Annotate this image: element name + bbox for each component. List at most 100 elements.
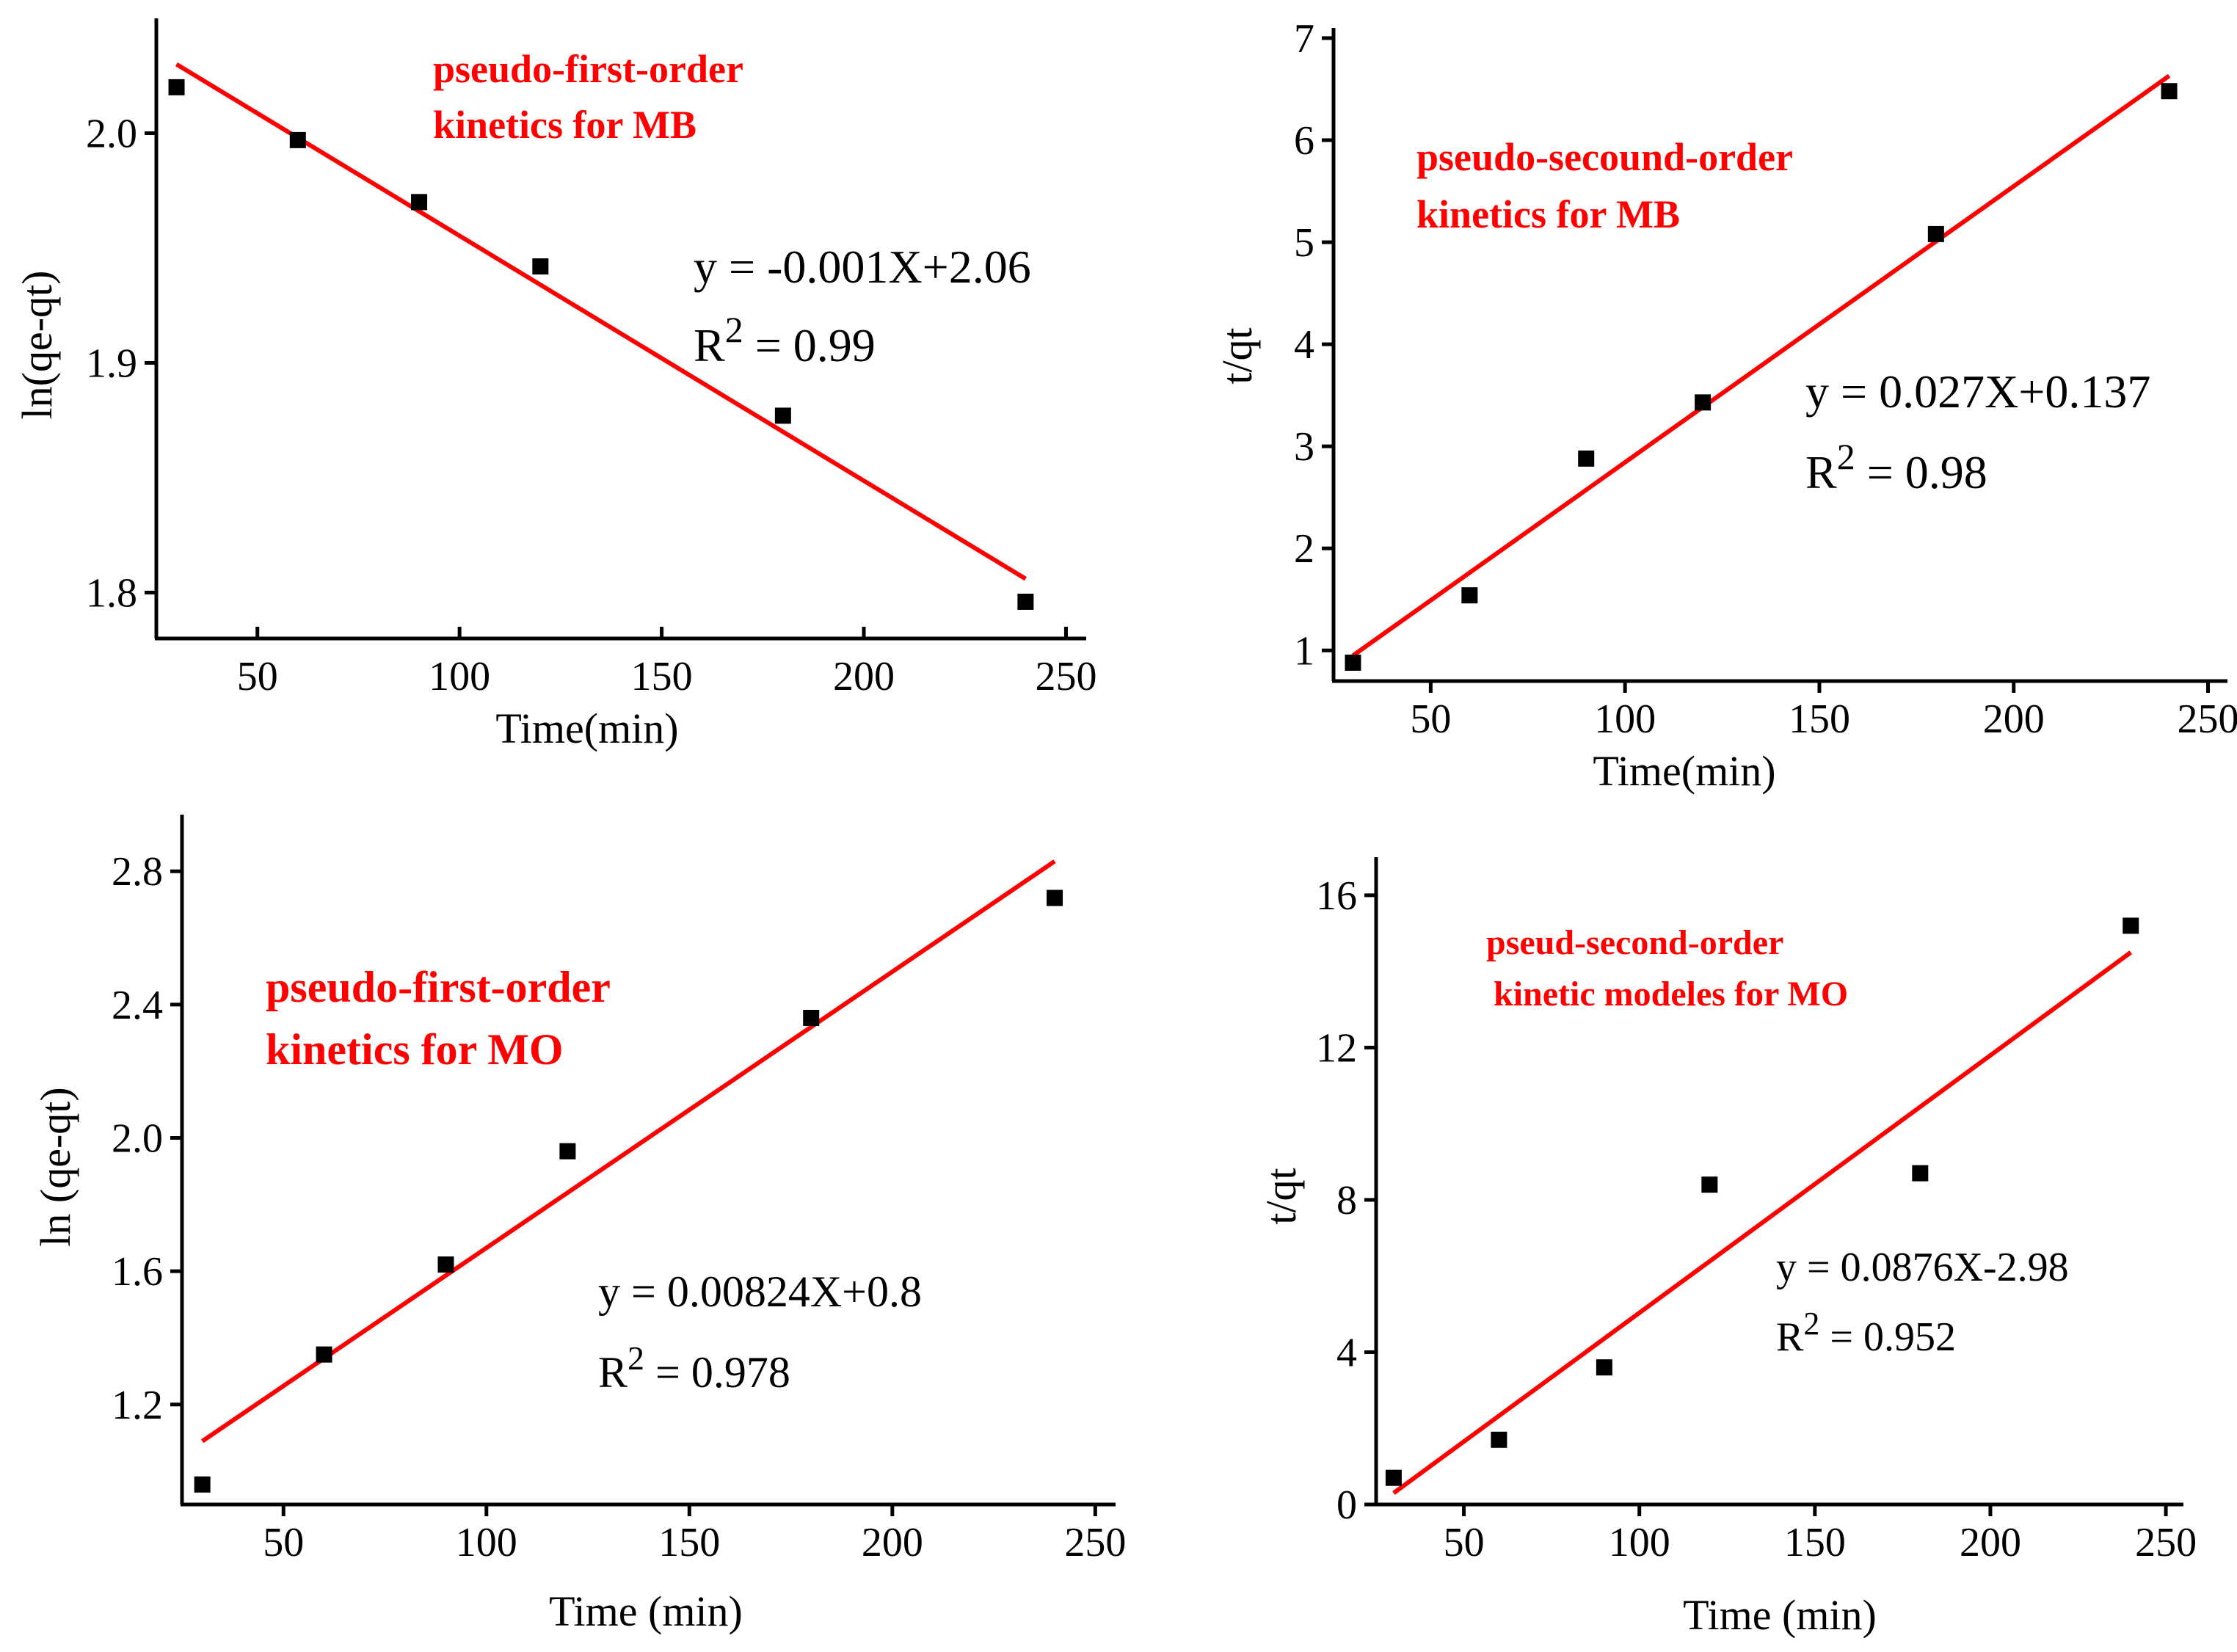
panel-1-y-tick-label: 1.9: [86, 341, 137, 386]
panel-2-r-letter: R: [1805, 446, 1837, 498]
panel-4-y-tick-label: 8: [1336, 1178, 1357, 1223]
panel-3-x-axis-title: Time (min): [549, 1587, 743, 1635]
panel-2-data-point: [2161, 83, 2178, 100]
panel-1-y-axis-title: ln(qe-qt): [13, 271, 61, 420]
panel-3-y-tick-label: 1.6: [112, 1249, 163, 1295]
panel-3-r-value: = 0.978: [644, 1348, 790, 1397]
panel-3-data-point: [194, 1476, 211, 1493]
panel-2-x-tick-label: 100: [1594, 696, 1656, 742]
panel-1-y-tick-label: 2.0: [86, 111, 137, 156]
panel-3-y-tick-label: 1.2: [112, 1383, 163, 1428]
panel-3-r-squared: R2 = 0.978: [598, 1339, 790, 1397]
panel-4-fit: [1392, 950, 2133, 1495]
panel-2-data-point: [1695, 394, 1712, 411]
panel-3-x-tick-label: 100: [456, 1520, 517, 1565]
panel-1-r-letter: R: [694, 319, 725, 371]
panel-3-y-ticks: 1.2 1.6 2.0 2.4 2.8: [112, 849, 182, 1428]
panel-1-x-axis-title: Time(min): [495, 705, 678, 752]
panel-3-mo-first-order: 50 100 150 200 250 1.2 1.6 2.0 2.4 2.8 Time (min…: [32, 815, 1126, 1635]
panel-1-fit: [175, 62, 1027, 581]
panel-4-y-tick-label: 16: [1316, 873, 1357, 919]
panel-1-data-point: [532, 258, 549, 274]
panel-2-mb-second-order: 50 100 150 200 250 1 2 3 4 5 6 7 Time(min) t/qt ps…: [1213, 16, 2237, 795]
panel-1-x-tick-label: 100: [429, 654, 490, 699]
panel-1-x-ticks: 50 100 150 200 250: [237, 627, 1096, 699]
panel-3-r-superscript: 2: [628, 1339, 644, 1377]
panel-4-axes: [1374, 857, 2183, 1507]
panel-4-annotation-line1: pseud-second-order: [1486, 923, 1783, 962]
panel-1-mb-first-order: 50 100 150 200 250 1.8 1.9 2.0 Time(min) ln(qe…: [13, 18, 1096, 752]
panel-4-x-tick-label: 50: [1444, 1520, 1485, 1565]
panel-4-data-point: [1491, 1431, 1507, 1448]
panel-3-x-tick-label: 50: [263, 1520, 304, 1565]
panel-3-data-point: [803, 1010, 820, 1027]
panel-1-fit-line: [175, 62, 1027, 581]
panel-1-axes: [154, 18, 1086, 641]
panel-3-y-axis-title: ln (qe-qt): [32, 1087, 79, 1246]
panel-3-annotation-line1: pseudo-first-order: [266, 963, 611, 1011]
panel-4-x-ticks: 50 100 150 200 250: [1444, 1504, 2197, 1565]
panel-4-mo-second-order: 50 100 150 200 250 0 4 8 12 16 Time (min) t/qt p…: [1257, 857, 2197, 1639]
panel-4-x-tick-label: 100: [1609, 1520, 1670, 1565]
panel-2-x-tick-label: 250: [2178, 696, 2237, 742]
panel-2-equation: y = 0.027X+0.137: [1805, 365, 2150, 418]
panel-1-x-tick-label: 50: [237, 654, 278, 699]
panel-2-annotation-line2: kinetics for MB: [1416, 192, 1680, 236]
panel-4-points: [1385, 917, 2139, 1486]
panel-2-x-ticks: 50 100 150 200 250: [1410, 681, 2237, 742]
panel-4-y-tick-label: 0: [1336, 1482, 1357, 1528]
panel-1-equation: y = -0.001X+2.06: [694, 241, 1031, 293]
panel-2-y-tick-label: 3: [1294, 424, 1314, 470]
panel-2-data-point: [1927, 225, 1944, 242]
panel-1-data-point: [774, 407, 791, 424]
panel-4-r-value: = 0.952: [1819, 1314, 1956, 1360]
panel-3-y-tick-label: 2.8: [112, 849, 163, 895]
panel-3-data-point: [1047, 889, 1063, 906]
panel-4-data-point: [1385, 1469, 1402, 1486]
panel-2-r-value: = 0.98: [1855, 446, 1987, 498]
panel-2-x-tick-label: 150: [1789, 696, 1850, 742]
panel-2-y-tick-label: 1: [1294, 628, 1314, 674]
panel-4-data-point: [1912, 1165, 1929, 1182]
panel-2-fit: [1351, 73, 2171, 658]
panel-3-r-letter: R: [598, 1348, 628, 1397]
panel-2-r-superscript: 2: [1837, 436, 1855, 477]
panel-2-data-point: [1345, 654, 1361, 671]
panel-4-data-point: [1596, 1359, 1612, 1376]
panel-4-r-squared: R2 = 0.952: [1776, 1306, 1956, 1360]
panel-1-annotation-line1: pseudo-first-order: [433, 47, 743, 91]
panel-1-x-tick-label: 150: [631, 654, 693, 699]
panel-4-data-point: [1701, 1176, 1718, 1193]
panel-4-r-letter: R: [1776, 1314, 1804, 1360]
panel-3-x-tick-label: 250: [1064, 1520, 1126, 1565]
panel-4-data-point: [2123, 917, 2139, 934]
panel-1-y-tick-label: 1.8: [86, 570, 137, 616]
panel-4-y-axis-title: t/qt: [1257, 1168, 1305, 1224]
panel-2-r-squared: R2 = 0.98: [1805, 436, 1987, 498]
panel-4-x-tick-label: 250: [2135, 1520, 2197, 1565]
panel-2-y-tick-label: 6: [1294, 118, 1314, 164]
panel-1-y-ticks: 1.8 1.9 2.0: [86, 111, 156, 616]
panel-3-annotation-line2: kinetics for MO: [266, 1025, 564, 1074]
panel-2-y-tick-label: 2: [1294, 526, 1314, 572]
panel-2-points: [1345, 83, 2178, 671]
panel-2-x-tick-label: 50: [1410, 696, 1451, 742]
panel-1-annotation-line2: kinetics for MB: [433, 103, 696, 147]
panel-2-x-axis-title: Time(min): [1593, 747, 1775, 795]
panel-1-r-squared: R2 = 0.99: [694, 309, 876, 371]
panel-1-data-point: [289, 131, 306, 148]
panel-3-y-tick-label: 2.0: [112, 1116, 163, 1161]
panel-1-data-point: [168, 79, 185, 95]
panel-4-y-ticks: 0 4 8 12 16: [1316, 873, 1376, 1528]
panel-3-x-tick-label: 200: [862, 1520, 923, 1565]
panel-2-y-ticks: 1 2 3 4 5 6 7: [1294, 16, 1334, 674]
panel-1-points: [168, 79, 1034, 610]
panel-4-y-tick-label: 4: [1336, 1330, 1357, 1375]
panel-4-x-tick-label: 150: [1784, 1520, 1846, 1565]
panel-2-y-tick-label: 4: [1294, 322, 1314, 368]
panel-3-equation: y = 0.00824X+0.8: [598, 1267, 922, 1316]
panel-1-data-point: [1017, 593, 1034, 610]
panel-4-x-tick-label: 200: [1960, 1520, 2021, 1565]
panel-3-data-point: [437, 1256, 454, 1273]
